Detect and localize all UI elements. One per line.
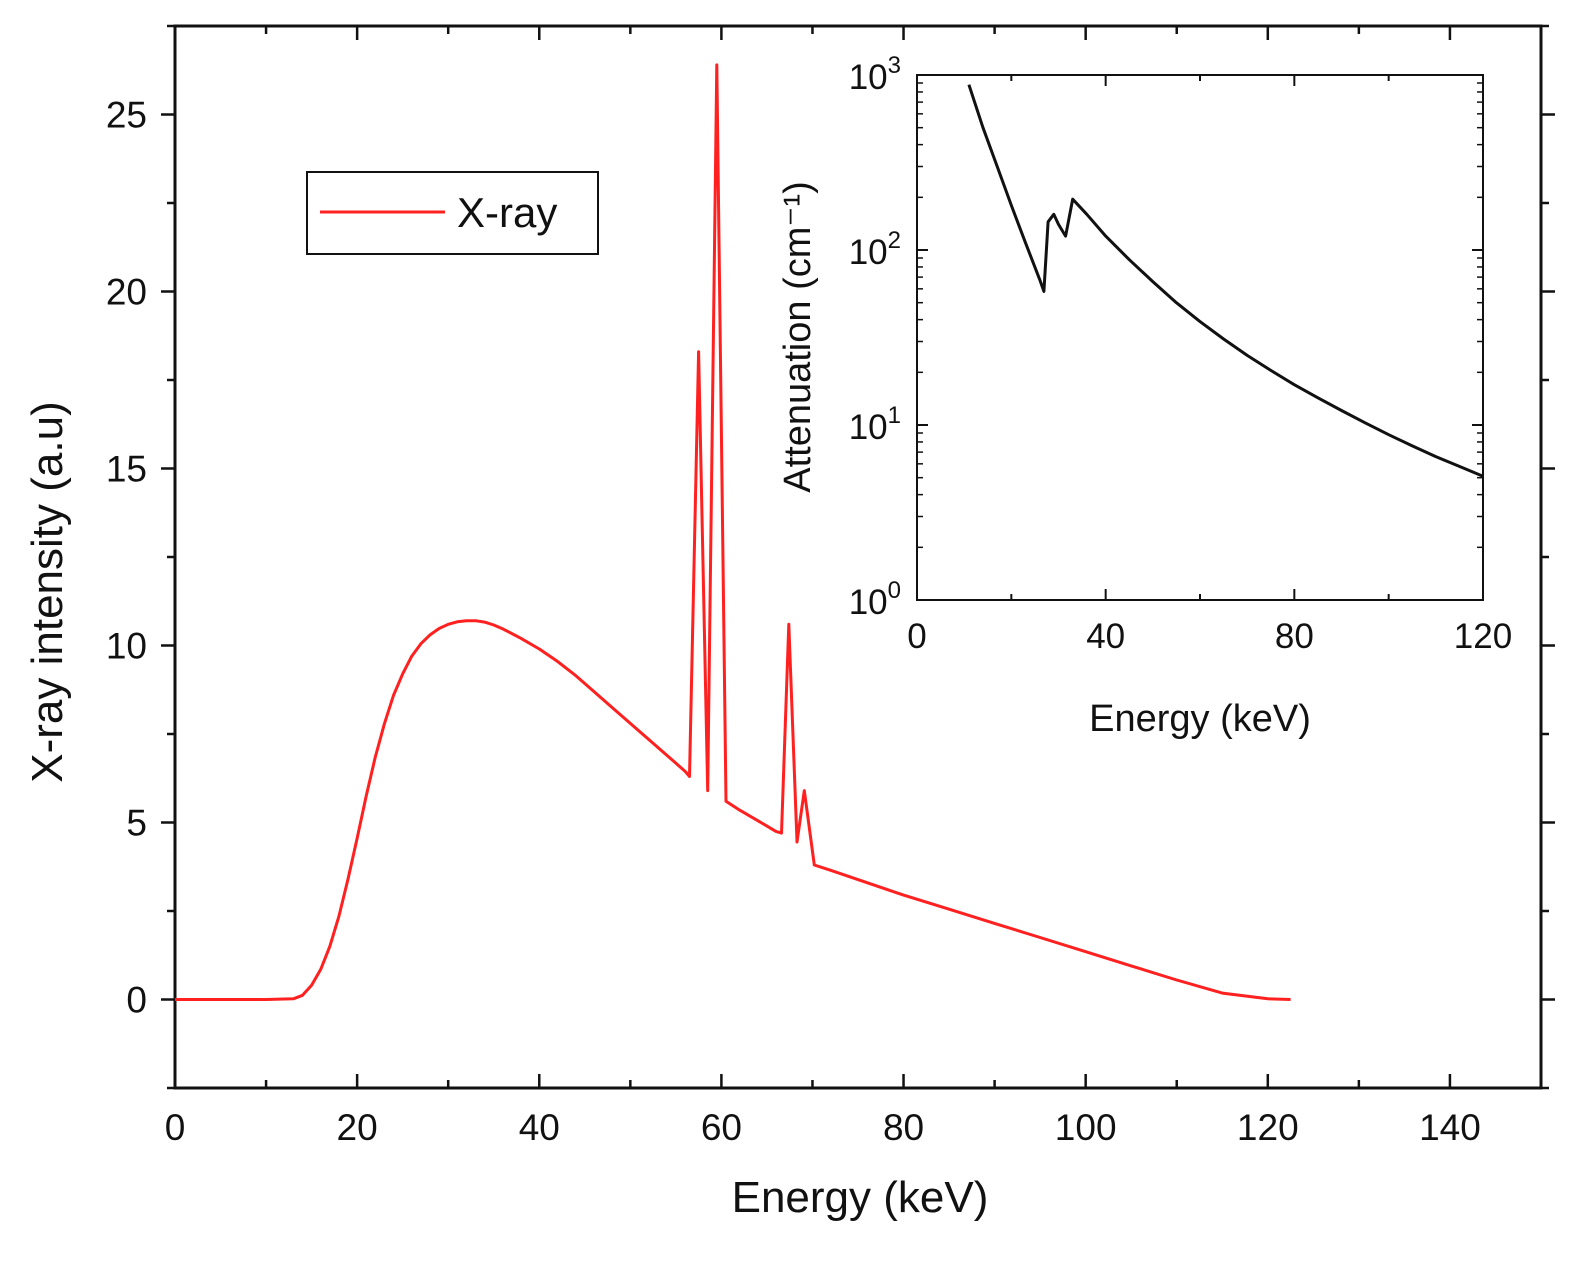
inset-y-tick-base: 10 — [849, 58, 888, 97]
inset-y-tick-exponent: 1 — [888, 402, 901, 429]
main-y-axis-title: X-ray intensity (a.u) — [23, 401, 72, 782]
inset-y-tick-label: 100 — [849, 577, 901, 622]
x-tick-label: 40 — [519, 1107, 560, 1148]
inset-x-tick-label: 120 — [1454, 617, 1512, 656]
inset-y-tick-label: 101 — [849, 402, 901, 447]
legend-label-xray: X-ray — [457, 189, 557, 236]
main-plot-frame — [173, 24, 1543, 1090]
inset-y-tick-base: 10 — [849, 233, 888, 272]
inset-y-tick-exponent: 3 — [888, 52, 901, 79]
y-tick-label: 20 — [106, 272, 147, 313]
inset-x-axis-title: Energy (keV) — [1089, 698, 1311, 740]
inset-y-tick-label: 102 — [849, 227, 901, 272]
inset-x-tick-label: 0 — [907, 617, 926, 656]
y-tick-label: 15 — [106, 449, 147, 490]
main-x-axis-title: Energy (keV) — [732, 1173, 989, 1222]
y-tick-label: 5 — [126, 803, 147, 844]
x-tick-label: 140 — [1419, 1107, 1481, 1148]
inset-y-tick-base: 10 — [849, 408, 888, 447]
x-tick-label: 0 — [165, 1107, 186, 1148]
x-tick-label: 60 — [701, 1107, 742, 1148]
inset-x-tick-label: 40 — [1086, 617, 1125, 656]
x-tick-label: 20 — [337, 1107, 378, 1148]
inset-plot-frame — [916, 74, 1484, 601]
y-tick-label: 0 — [126, 980, 147, 1021]
main-series-line-xray — [175, 63, 1291, 1001]
inset-y-axis-title: Attenuation (cm⁻¹) — [777, 181, 819, 493]
inset-series-line-attenuation — [967, 84, 1484, 478]
x-tick-label: 120 — [1237, 1107, 1299, 1148]
inset-y-tick-exponent: 0 — [888, 577, 901, 604]
x-tick-label: 80 — [883, 1107, 924, 1148]
inset-y-tick-exponent: 2 — [888, 227, 901, 254]
inset-y-tick-base: 10 — [849, 583, 888, 622]
inset-y-tick-label: 103 — [849, 52, 901, 97]
x-tick-label: 100 — [1055, 1107, 1117, 1148]
y-tick-label: 10 — [106, 626, 147, 667]
y-tick-label: 25 — [106, 95, 147, 136]
inset-axis-ticks — [916, 74, 1484, 601]
legend: X-ray — [306, 171, 599, 255]
inset-x-tick-label: 80 — [1275, 617, 1314, 656]
